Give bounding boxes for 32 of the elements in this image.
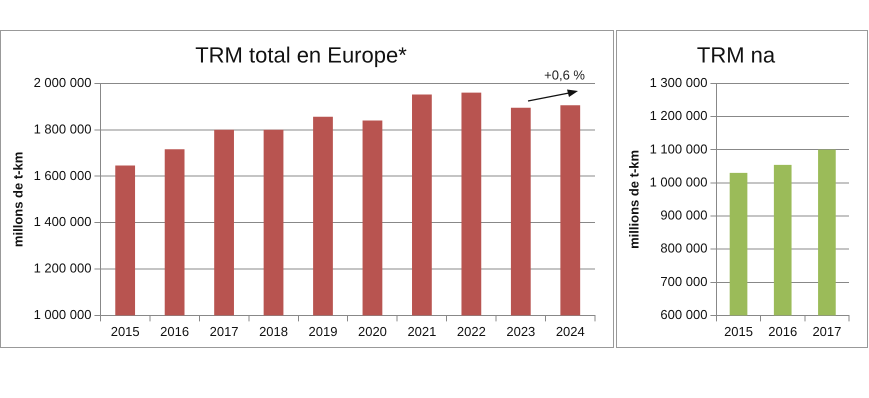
chart-title: TRM total en Europe*	[195, 42, 408, 68]
y-tick-label: 800 000	[660, 240, 708, 256]
x-tick-label: 2017	[210, 324, 239, 339]
chart-title: TRM na	[696, 42, 776, 68]
y-tick-label: 2 000 000	[34, 74, 92, 90]
x-tick-label: 2018	[259, 324, 288, 339]
y-tick-label: 1 600 000	[34, 168, 92, 183]
y-tick-label: 1 000 000	[34, 306, 92, 322]
y-tick-label: 1 300 000	[650, 74, 708, 90]
x-tick-label: 2024	[556, 324, 585, 339]
y-tick-label: 1 000 000	[650, 174, 708, 190]
x-tick-label: 2017	[812, 324, 842, 339]
y-axis-title: millions de t-km	[626, 150, 642, 249]
y-tick-label: 1 800 000	[34, 121, 92, 136]
x-tick-label: 2023	[506, 324, 536, 339]
y-tick-label: 1 100 000	[650, 141, 708, 156]
x-tick-label: 2016	[160, 324, 190, 339]
x-tick-label: 2022	[456, 324, 486, 339]
y-tick-label: 1 400 000	[34, 214, 92, 230]
y-axis-title: millons de t-km	[10, 152, 26, 248]
x-tick-label: 2020	[358, 324, 387, 339]
y-tick-label: 600 000	[660, 306, 708, 322]
y-tick-label: 1 200 000	[650, 108, 708, 124]
x-tick-label: 2019	[308, 324, 338, 339]
y-tick-label: 1 200 000	[34, 260, 92, 276]
x-tick-label: 2015	[724, 324, 753, 339]
x-tick-label: 2015	[110, 324, 140, 339]
x-tick-label: 2016	[768, 324, 798, 339]
text: +0,6 %	[544, 67, 586, 82]
x-tick-label: 2021	[407, 324, 436, 339]
y-tick-label: 900 000	[660, 208, 708, 223]
y-tick-label: 700 000	[660, 274, 708, 289]
